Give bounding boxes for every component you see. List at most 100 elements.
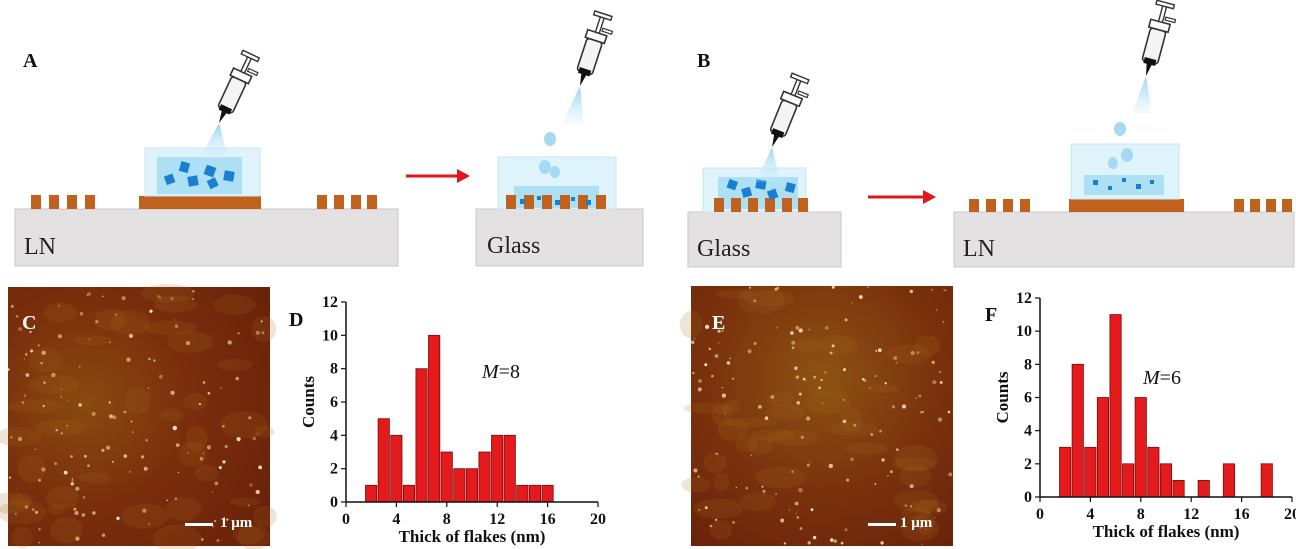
afm-particle — [60, 396, 62, 398]
x-tick-label: 4 — [1086, 506, 1094, 523]
afm-particle — [14, 513, 17, 515]
afm-particle — [114, 313, 118, 316]
afm-particle — [247, 504, 250, 507]
afm-particle — [867, 286, 869, 289]
afm-particle — [41, 467, 46, 472]
afm-particle — [187, 452, 189, 454]
afm-texture — [166, 497, 202, 522]
afm-particle — [775, 493, 777, 495]
afm-particle — [753, 299, 757, 303]
afm-particle — [704, 506, 708, 510]
afm-particle — [74, 511, 79, 515]
afm-texture — [737, 286, 786, 314]
panel-label-d: D — [289, 309, 303, 331]
afm-texture — [766, 404, 804, 420]
afm-texture — [251, 316, 277, 343]
afm-texture — [110, 309, 151, 336]
afm-particle — [147, 387, 150, 389]
ln-substrate — [953, 211, 1295, 268]
afm-particle — [795, 375, 800, 379]
afm-particle — [79, 312, 84, 316]
spray-beam — [1132, 76, 1152, 114]
afm-particle — [60, 432, 63, 435]
afm-particle — [943, 289, 946, 291]
afm-particle — [159, 374, 163, 379]
afm-texture — [693, 498, 743, 519]
afm-particle — [222, 424, 225, 428]
afm-particle — [916, 351, 920, 355]
y-tick-label: 12 — [322, 294, 338, 311]
afm-particle — [82, 496, 86, 499]
afm-texture — [140, 284, 195, 303]
afm-particle — [248, 416, 252, 420]
afm-particle — [732, 377, 735, 380]
afm-texture — [829, 421, 879, 436]
afm-particle — [258, 465, 263, 470]
afm-texture — [915, 499, 948, 515]
afm-texture — [743, 290, 795, 307]
afm-particle — [806, 463, 810, 467]
electrodes — [714, 198, 808, 212]
afm-particle — [783, 542, 787, 545]
scale-bar-label: 1 μm — [900, 515, 933, 531]
afm-particle — [714, 354, 719, 358]
afm-particle — [807, 541, 811, 545]
afm-particle — [831, 285, 835, 289]
afm-particle — [818, 386, 821, 390]
afm-particle — [850, 457, 854, 462]
y-tick-label: 6 — [330, 394, 338, 411]
afm-particle — [820, 378, 823, 382]
electrode — [317, 195, 327, 209]
afm-particle — [747, 349, 752, 354]
afm-particle — [112, 415, 117, 420]
afm-particle — [947, 410, 951, 414]
afm-particle — [842, 419, 847, 424]
afm-particle — [881, 458, 885, 462]
afm-particle — [174, 324, 179, 328]
mean-annotation: M=8 — [481, 361, 520, 383]
afm-particle — [207, 391, 211, 395]
scheme-b-right — [953, 0, 1295, 268]
glass-substrate — [687, 211, 842, 268]
afm-particle — [37, 344, 41, 347]
bottom-electrode — [139, 196, 261, 209]
afm-particle — [780, 518, 785, 523]
afm-particle — [875, 350, 878, 352]
solution-drop — [1084, 175, 1164, 195]
afm-particle — [9, 476, 11, 479]
afm-particle — [942, 321, 944, 323]
afm-texture — [217, 359, 253, 371]
afm-particle — [735, 486, 738, 489]
afm-particle — [55, 429, 58, 432]
y-tick-label: 0 — [330, 494, 338, 511]
afm-particle — [870, 433, 874, 436]
panel-label-c: C — [22, 312, 37, 334]
afm-particle — [844, 528, 848, 532]
afm-texture — [894, 444, 937, 472]
afm-particle — [934, 516, 936, 519]
afm-texture — [709, 520, 733, 540]
afm-particle — [226, 518, 229, 521]
afm-particle — [108, 414, 114, 419]
afm-particle — [211, 491, 214, 494]
afm-particle — [109, 341, 111, 344]
afm-particle — [806, 416, 811, 421]
histogram-bar — [1059, 446, 1072, 498]
afm-particle — [796, 401, 800, 405]
afm-particle — [70, 482, 74, 486]
afm-particle — [711, 374, 714, 378]
afm-texture — [50, 516, 84, 544]
afm-particle — [846, 478, 850, 482]
afm-texture — [886, 344, 932, 364]
afm-particle — [214, 481, 219, 486]
electrode — [85, 195, 95, 209]
afm-particle — [931, 289, 933, 291]
afm-texture — [865, 384, 900, 393]
afm-particle — [748, 286, 752, 289]
histogram-bar — [1197, 479, 1210, 498]
afm-particle — [54, 462, 57, 465]
afm-particle — [123, 454, 128, 458]
afm-particle — [693, 337, 696, 340]
y-tick-label: 2 — [1024, 456, 1032, 473]
afm-particle — [698, 508, 701, 511]
